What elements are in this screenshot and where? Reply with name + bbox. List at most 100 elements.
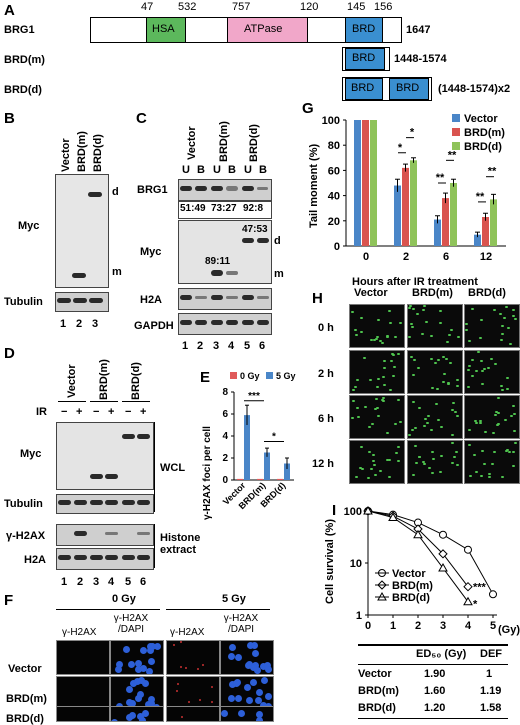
h-comet-dot	[397, 353, 400, 355]
h-comet-dot	[496, 424, 499, 426]
h-comet-dot	[382, 397, 385, 399]
h-comet-dot	[369, 379, 372, 381]
h-comet-dot	[416, 313, 419, 315]
h-comet-dot	[467, 386, 470, 388]
h-comet-dot	[469, 475, 472, 477]
h-comet-dot	[491, 463, 494, 465]
h-comet-dot	[449, 362, 452, 364]
h-comet-dot	[411, 429, 414, 431]
f-col-4: γ-H2AX /DAPI	[223, 613, 259, 635]
c-row-brg1: BRG1	[137, 184, 168, 196]
c-num-4: 4	[228, 340, 235, 352]
h-comet-dot	[431, 387, 434, 389]
f-nucleus-dot	[238, 710, 245, 717]
f-nucleus-dot	[250, 679, 257, 686]
c-num-1: 1	[182, 340, 189, 352]
i-pt-2-4	[463, 596, 473, 606]
c-ub-4: B	[228, 164, 236, 176]
h-comet-dot	[423, 463, 426, 465]
g-xtick-2: 6	[443, 251, 449, 263]
g-sig-a-3: **	[476, 191, 485, 203]
f-micrograph-0-2	[166, 640, 220, 675]
h-comet-dot	[361, 468, 364, 470]
brdd-range: (1448-1574)x2	[438, 83, 511, 95]
e-sig-1: ***	[248, 391, 260, 402]
g-bar-1-3	[482, 217, 489, 246]
d-ir-6: +	[140, 406, 147, 418]
h-comet-dot	[355, 334, 358, 336]
h-comet-dot	[483, 463, 486, 465]
d-h2a-band-3	[90, 555, 103, 560]
f-nucleus-dot	[185, 667, 187, 669]
h-comet-dot	[379, 340, 382, 342]
h-comet-dot	[479, 422, 482, 424]
b-lane-brdm: BRD(m)	[76, 131, 88, 172]
h-comet-dot	[391, 353, 394, 355]
brdm-label: BRD(m)	[4, 54, 45, 66]
c-ub-3: U	[213, 164, 221, 176]
d-row-h2a: H2A	[24, 554, 47, 566]
e-legend-label-0: 0 Gy	[240, 371, 260, 381]
g-ytick-label-1: 20	[328, 216, 340, 228]
h-comet-dot	[479, 337, 482, 339]
h-comet-dot	[437, 359, 440, 361]
g-bar-1-1	[402, 167, 409, 246]
i-xtick-label-2: 2	[415, 620, 421, 632]
h-comet-dot	[377, 319, 380, 321]
b-band-d	[88, 192, 102, 197]
f-micrograph-2-0	[56, 706, 110, 722]
f-micrograph-1-1	[110, 676, 164, 711]
panel-f-label: F	[4, 592, 14, 609]
g-sig-b-1: *	[410, 127, 415, 139]
i-line-0	[367, 510, 494, 595]
g-ylabel: Tail moment (%)	[308, 143, 320, 228]
f-nucleus-dot	[135, 695, 142, 702]
h-comet-dot	[352, 389, 355, 391]
h-comet-dot	[501, 325, 504, 327]
h-comet-dot	[351, 417, 354, 419]
h-comet-dot	[370, 468, 373, 470]
h-comet-dot	[514, 442, 517, 444]
h-comet-dot	[484, 431, 487, 433]
h-comet-dot	[354, 386, 357, 388]
c-lane-brdm: BRD(m)	[218, 121, 230, 162]
i-td-1-1: 1.60	[424, 685, 446, 697]
h-comet-dot	[399, 322, 402, 324]
e-ytick-label-0: 0	[222, 475, 228, 486]
g-legend-label-1: BRD(m)	[464, 127, 505, 139]
h-comet-dot	[450, 329, 453, 331]
h-comet-dot	[376, 386, 379, 388]
d-myc-band-3	[90, 474, 103, 479]
h-comet-dot	[468, 429, 471, 431]
b-tub-band-3	[89, 298, 103, 303]
h-comet-dot	[488, 473, 491, 475]
h-comet-dot	[394, 336, 397, 338]
h-comet-dot	[468, 365, 471, 367]
e-bar-0-2	[277, 478, 283, 480]
i-legend-label-1: BRD(m)	[392, 580, 433, 592]
f-nucleus-dot	[180, 641, 182, 643]
c-h2a-band-1	[180, 295, 192, 300]
b-mark-m: m	[112, 266, 122, 278]
h-comet-dot	[512, 465, 515, 467]
d-ir-1: −	[61, 406, 68, 418]
brdm-domain-label: BRD	[352, 52, 376, 64]
panel-h-label: H	[312, 290, 323, 307]
f-nucleus-dot	[247, 642, 254, 649]
h-comet-dot	[389, 389, 392, 391]
i-legend-label-0: Vector	[392, 568, 426, 580]
d-gh2ax-band-6	[137, 532, 150, 535]
h-comet-image-2-1	[407, 395, 463, 439]
h-comet-dot	[480, 319, 483, 321]
h-comet-dot	[351, 311, 354, 313]
g-ytick-label-4: 80	[328, 140, 340, 152]
h-comet-dot	[381, 342, 384, 344]
f-nucleus-dot	[130, 680, 137, 687]
f-nucleus-dot	[256, 711, 263, 718]
h-comet-dot	[513, 430, 516, 432]
h-comet-dot	[388, 310, 391, 312]
f-dose-0gy: 0 Gy	[112, 593, 136, 605]
h-comet-dot	[504, 419, 507, 421]
i-pt-2-1	[388, 512, 398, 521]
h-comet-dot	[512, 315, 515, 317]
